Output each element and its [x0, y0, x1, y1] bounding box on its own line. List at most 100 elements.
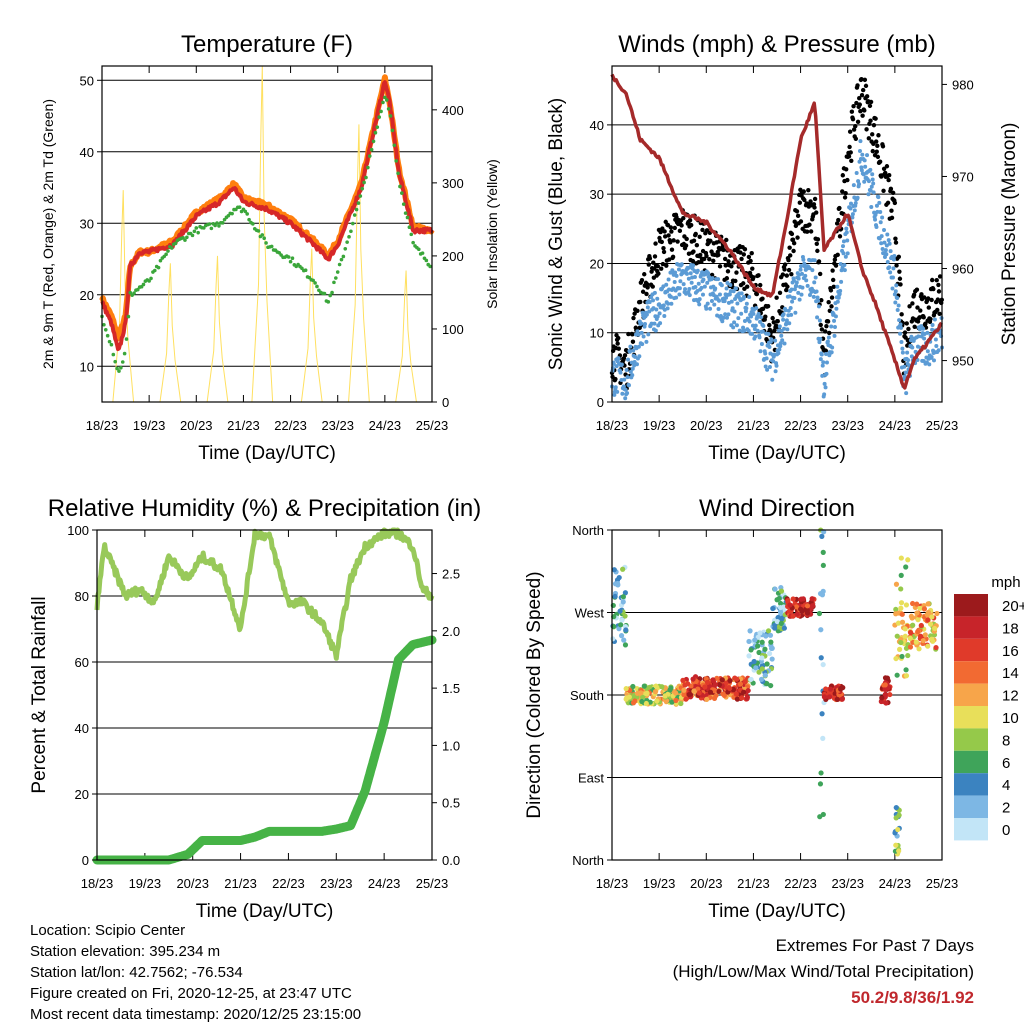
- wind-point: [669, 301, 674, 306]
- gust-point: [855, 119, 861, 125]
- gust-point: [646, 262, 651, 267]
- y-tick-label: 100: [67, 523, 89, 538]
- wind-point: [824, 360, 829, 365]
- wind-point: [723, 312, 728, 317]
- wind-point: [790, 299, 795, 304]
- wind-point: [742, 318, 747, 323]
- direction-point: [894, 633, 900, 639]
- wind-point: [743, 309, 748, 314]
- direction-point: [898, 639, 904, 646]
- colorbar-label: 20+: [1002, 598, 1024, 615]
- dewpoint-point: [237, 205, 242, 209]
- gust-point: [875, 143, 880, 149]
- wind-point: [895, 296, 900, 301]
- wind-point: [822, 381, 827, 386]
- wind-point: [873, 217, 878, 222]
- wind-point: [852, 208, 857, 213]
- wind-point: [842, 268, 847, 273]
- wind-point: [719, 283, 724, 288]
- wind-point: [728, 282, 733, 287]
- wind-point: [909, 334, 914, 339]
- direction-point: [652, 689, 659, 695]
- dewpoint-point: [358, 194, 363, 198]
- gust-point: [928, 316, 933, 322]
- gust-point: [844, 167, 849, 172]
- dewpoint-point: [428, 264, 432, 269]
- gust-point: [784, 273, 790, 278]
- wind-point: [628, 344, 633, 349]
- wind-point: [814, 289, 819, 294]
- wind-point: [625, 375, 630, 380]
- x-tick-label: 18/23: [596, 876, 629, 891]
- gust-point: [883, 170, 888, 176]
- dewpoint-point: [424, 258, 429, 263]
- wind-point: [843, 254, 848, 259]
- wind-point: [722, 299, 727, 304]
- wind-point: [725, 315, 730, 320]
- wind-point: [870, 177, 875, 182]
- direction-point: [719, 677, 725, 683]
- wind-point: [693, 284, 698, 289]
- wind-point: [878, 210, 883, 215]
- wind-point: [804, 278, 809, 283]
- direction-point: [823, 686, 829, 692]
- dewpoint-point: [377, 115, 382, 119]
- wind-point: [720, 319, 725, 324]
- direction-point: [899, 611, 905, 617]
- dewpoint-point: [379, 109, 383, 114]
- wind-point: [706, 271, 711, 276]
- wind-point: [733, 286, 738, 291]
- gust-point: [613, 376, 618, 382]
- wind-point: [666, 301, 671, 306]
- wind-point: [658, 321, 663, 326]
- x-tick-label: 21/23: [224, 876, 257, 891]
- x-tick-label: 21/23: [737, 418, 770, 433]
- y-tick-label: 80: [75, 589, 89, 604]
- gust-point: [771, 320, 776, 325]
- wind-point: [812, 258, 817, 263]
- gust-point: [814, 210, 819, 215]
- x-axis-label: Time (Day/UTC): [198, 443, 336, 464]
- gust-point: [936, 289, 942, 294]
- wind-point: [679, 262, 684, 267]
- dewpoint-point: [334, 276, 338, 280]
- wind-point: [883, 248, 888, 253]
- wind-point: [688, 271, 693, 276]
- wind-point: [869, 204, 874, 209]
- gust-point: [775, 319, 780, 324]
- dewpoint-point: [109, 342, 114, 347]
- wind-point: [882, 240, 887, 245]
- direction-point: [781, 625, 787, 631]
- x-tick-label: 22/23: [272, 876, 305, 891]
- wind-point: [855, 195, 860, 200]
- gust-point: [804, 229, 810, 234]
- wind-point: [636, 344, 641, 349]
- gust-point: [812, 205, 817, 210]
- wind-point: [689, 280, 694, 285]
- wind-point: [834, 306, 839, 311]
- gust-point: [931, 286, 936, 292]
- wind-point: [899, 340, 904, 345]
- gust-point: [815, 237, 821, 242]
- direction-point: [898, 605, 904, 611]
- wind-point: [799, 271, 804, 276]
- x-tick-label: 23/23: [831, 876, 864, 891]
- gust-point: [889, 208, 894, 213]
- direction-point: [790, 613, 796, 619]
- wind-point: [801, 257, 806, 262]
- direction-point: [913, 639, 919, 645]
- y-tick-label: 20: [590, 256, 604, 271]
- wind-point: [643, 322, 647, 327]
- direction-point: [758, 676, 765, 682]
- wind-point: [815, 315, 820, 320]
- direction-point: [899, 653, 905, 660]
- wind-point: [875, 209, 880, 214]
- gust-point: [840, 173, 846, 178]
- solar-insolation-line: [300, 248, 323, 403]
- wind-point: [616, 356, 621, 361]
- gust-point: [890, 190, 896, 196]
- wind-point: [774, 363, 779, 368]
- gust-point: [698, 252, 703, 258]
- y2-tick-label: 400: [442, 103, 464, 118]
